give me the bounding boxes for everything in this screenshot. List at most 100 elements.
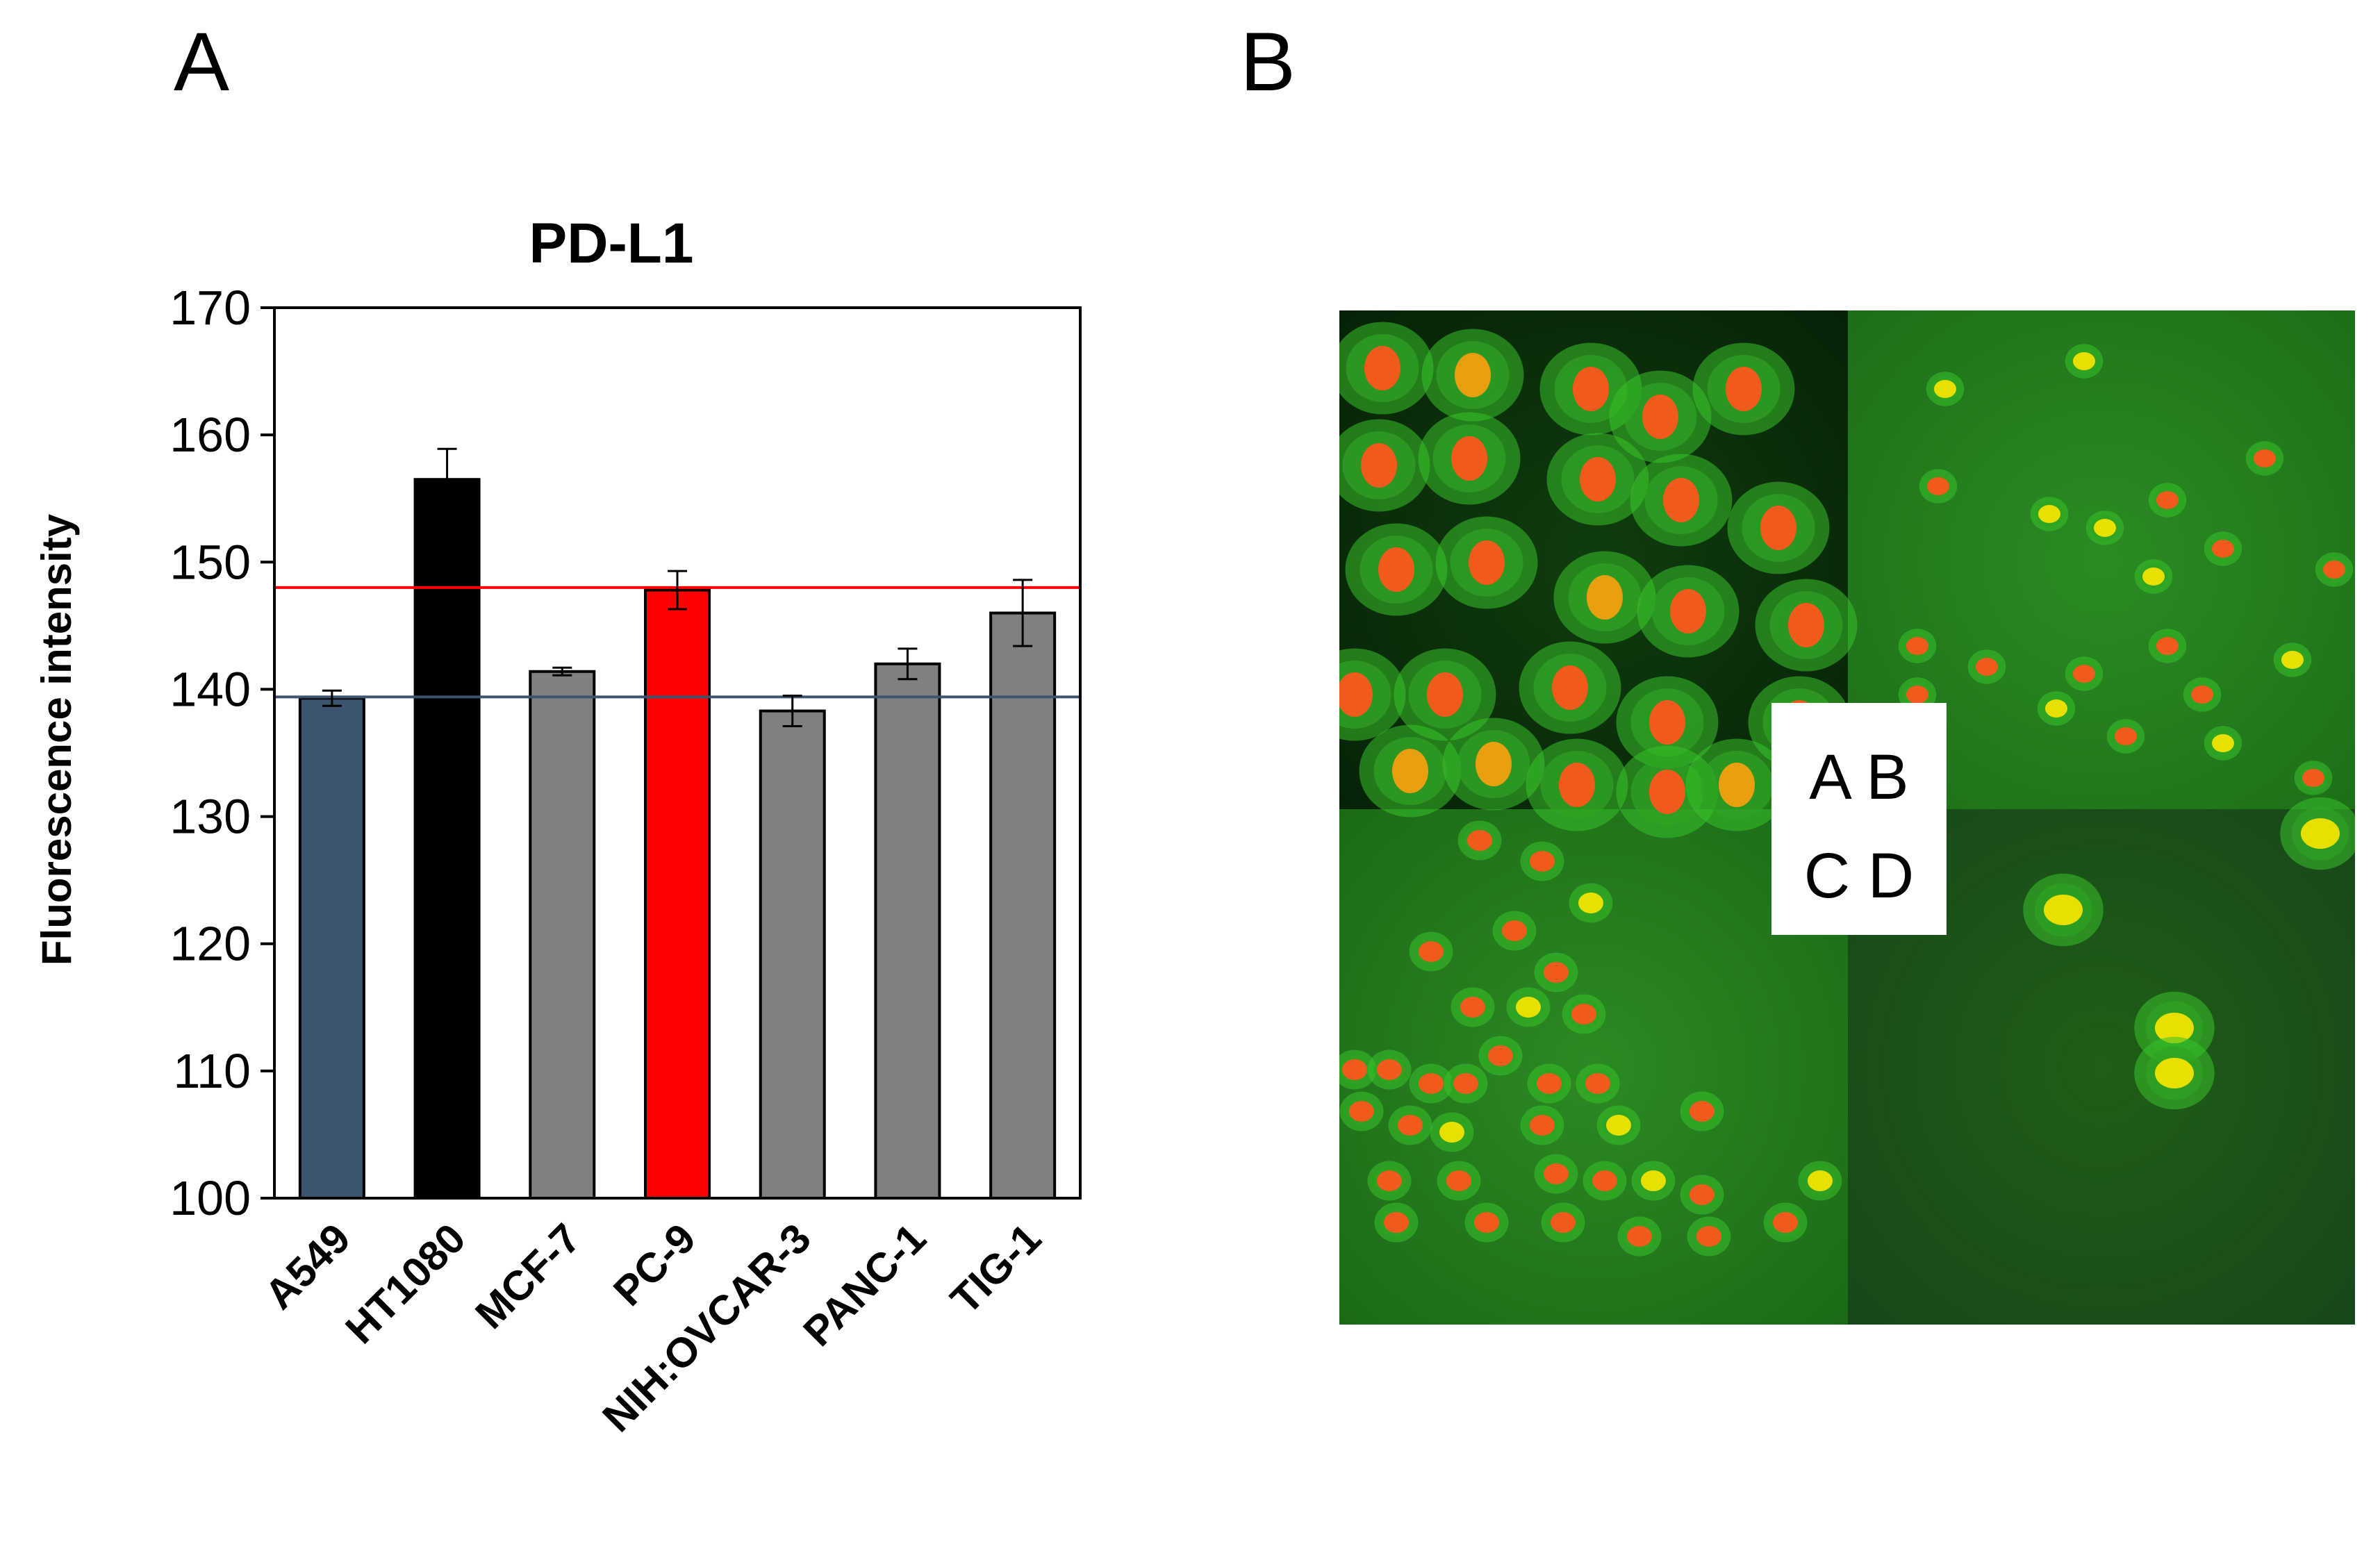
cell-nucleus (2044, 895, 2083, 925)
cell-nucleus (1571, 1004, 1596, 1025)
cell-nucleus (2094, 519, 2116, 537)
bar-a549 (298, 697, 365, 1200)
y-tick-label: 150 (170, 535, 251, 589)
y-tick-label: 130 (170, 790, 251, 844)
cell-nucleus (1364, 346, 1400, 390)
x-tick-label: HT1080 (336, 1215, 474, 1352)
cell-nucleus (1927, 477, 1949, 495)
cell-nucleus (1670, 589, 1706, 633)
cell-nucleus (1578, 893, 1603, 913)
cell-nucleus (1460, 997, 1485, 1018)
cell-nucleus (1537, 1073, 1562, 1094)
x-tick-label: MCF-7 (466, 1215, 589, 1338)
cell-nucleus (1339, 672, 1373, 717)
cell-nucleus (1502, 920, 1527, 941)
bar-panc-1 (874, 662, 941, 1200)
y-tick-label: 110 (173, 1044, 251, 1098)
cell-nucleus (1392, 749, 1428, 793)
chart-title: PD-L1 (529, 212, 694, 275)
cell-nucleus (1349, 1101, 1374, 1122)
y-tick-label: 120 (170, 917, 251, 971)
cell-nucleus (1474, 1212, 1499, 1233)
cell-nucleus (2156, 637, 2179, 655)
cell-nucleus (2191, 686, 2213, 704)
cell-nucleus (1663, 478, 1699, 522)
cell-nucleus (1446, 1170, 1471, 1191)
cell-nucleus (2212, 734, 2234, 752)
x-tick-label: A549 (256, 1215, 359, 1318)
cell-nucleus (1451, 436, 1487, 481)
cell-nucleus (1719, 763, 1755, 807)
y-tick-label: 170 (170, 281, 251, 335)
x-tick-label: TIG-1 (942, 1215, 1050, 1323)
cell-nucleus (1585, 1073, 1610, 1094)
bars (298, 478, 1057, 1200)
cell-nucleus (1649, 700, 1685, 745)
bar-nih-ovcar-3 (759, 709, 826, 1200)
cell-nucleus (1544, 962, 1569, 983)
cell-nucleus (1587, 575, 1623, 620)
cell-nucleus (2115, 727, 2137, 745)
y-axis-label: Fluorescence intensity (33, 513, 80, 965)
cell-nucleus (2156, 491, 2179, 509)
y-tick-label: 100 (170, 1171, 251, 1225)
cell-nucleus (1641, 1170, 1666, 1191)
cell-nucleus (1419, 1073, 1444, 1094)
cell-nucleus (1906, 637, 1928, 655)
cell-nucleus (1696, 1226, 1721, 1247)
cell-nucleus (1788, 603, 1824, 647)
plot-frame (273, 306, 1082, 1200)
cell-nucleus (1476, 742, 1512, 786)
error-bars (322, 447, 1033, 728)
cell-nucleus (1606, 1115, 1631, 1136)
x-tick-label: PC-9 (604, 1215, 704, 1315)
cell-nucleus (2281, 651, 2304, 669)
cell-nucleus (1361, 443, 1397, 488)
cell-nucleus (1627, 1226, 1652, 1247)
bar-tig-1 (989, 611, 1057, 1200)
y-axis-ticks: 100 110 120 130 140 150 160 170 (170, 281, 274, 1225)
cell-nucleus (2073, 665, 2095, 683)
cell-nucleus (1342, 1059, 1367, 1080)
cell-nucleus (1551, 1212, 1576, 1233)
cell-nucleus (1689, 1184, 1714, 1205)
cell-nucleus (1427, 672, 1463, 717)
panel-label-b: B (1240, 15, 1296, 108)
cell-nucleus (2142, 567, 2165, 586)
cells (1339, 322, 2355, 1256)
cell-nucleus (1689, 1101, 1714, 1122)
cell-nucleus (1934, 380, 1956, 398)
cell-nucleus (2254, 449, 2276, 467)
x-tick-label: PANC-1 (794, 1215, 934, 1355)
cell-nucleus (2323, 561, 2345, 579)
cell-nucleus (1580, 457, 1616, 501)
cell-nucleus (1455, 353, 1491, 397)
cell-nucleus (1592, 1170, 1617, 1191)
quadrant-legend-box (1771, 703, 1947, 935)
bar-pc-9 (644, 588, 711, 1200)
cell-nucleus (1439, 1122, 1464, 1143)
cell-nucleus (2073, 352, 2095, 370)
y-tick-label: 140 (170, 662, 251, 716)
cell-nucleus (1398, 1115, 1423, 1136)
quadrant-legend: A B C D (1771, 703, 1947, 935)
quadrant-legend-row1: A B (1809, 742, 1908, 813)
cell-nucleus (2212, 540, 2234, 558)
cell-nucleus (2038, 505, 2060, 523)
cell-nucleus (1642, 395, 1678, 439)
cell-nucleus (2045, 699, 2067, 718)
cell-nucleus (1488, 1045, 1513, 1066)
cell-nucleus (1384, 1212, 1409, 1233)
cell-nucleus (1649, 770, 1685, 814)
cell-nucleus (1530, 851, 1555, 872)
quadrant-legend-row2: C D (1804, 840, 1914, 911)
cell-nucleus (2155, 1013, 2194, 1043)
y-tick-label: 160 (170, 408, 251, 462)
cell-nucleus (1976, 658, 1998, 676)
cell-nucleus (2302, 769, 2324, 787)
micrograph-panel (1339, 310, 2355, 1325)
cell-nucleus (1377, 1170, 1402, 1191)
cell-nucleus (1760, 506, 1796, 550)
cell-nucleus (1530, 1115, 1555, 1136)
